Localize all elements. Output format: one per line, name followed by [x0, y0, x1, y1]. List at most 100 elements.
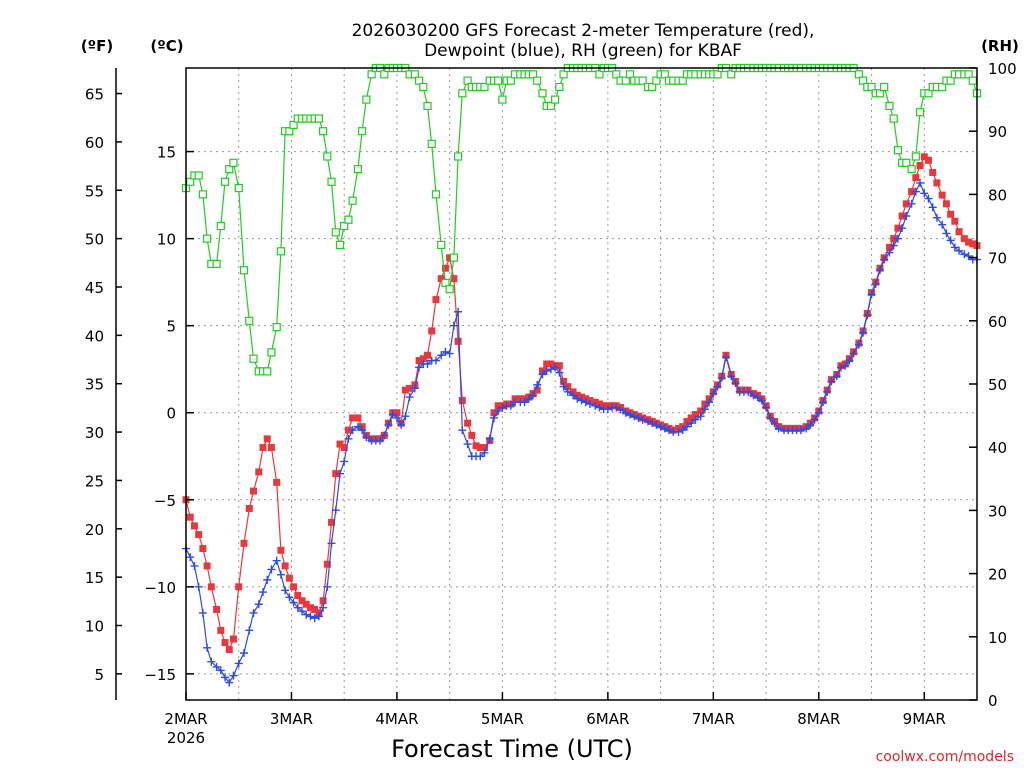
rh-point — [344, 215, 353, 224]
rh-point — [964, 70, 973, 79]
fahrenheit-tick-label: 45 — [85, 279, 104, 297]
rh-point — [220, 177, 230, 186]
dewpoint-point — [380, 431, 389, 440]
temperature-point — [263, 435, 271, 443]
dewpoint-point — [254, 600, 263, 609]
rh-point — [885, 101, 894, 111]
rh-point — [358, 127, 367, 136]
rh-point — [225, 165, 234, 174]
dewpoint-point — [907, 199, 916, 208]
rh-point — [612, 70, 621, 79]
dewpoint-point — [660, 424, 669, 433]
temperature-point — [683, 417, 691, 425]
dewpoint-point — [423, 359, 432, 368]
temperature-point — [290, 583, 298, 591]
dewpoint-point — [810, 415, 819, 424]
dewpoint-point — [960, 250, 969, 259]
dewpoint-point — [289, 598, 298, 607]
temperature-point — [468, 431, 476, 439]
dewpoint-point — [630, 412, 639, 421]
chart-title-line-2: Dewpoint (blue), RH (green) for KBAF — [424, 41, 742, 61]
dewpoint-point — [555, 368, 564, 377]
temperature-point — [960, 235, 968, 243]
dewpoint-point — [678, 426, 687, 435]
temperature-point — [344, 426, 352, 434]
dewpoint-point — [533, 380, 542, 389]
rh-point — [867, 82, 876, 92]
rh-point — [449, 253, 458, 262]
dewpoint-point — [551, 363, 560, 372]
rh-point — [968, 76, 977, 85]
dewpoint-point — [405, 393, 414, 402]
temperature-point — [419, 355, 427, 363]
temperature-point — [328, 518, 336, 526]
dewpoint-point — [401, 412, 410, 421]
dewpoint-point — [449, 321, 458, 330]
temperature-point — [354, 414, 362, 422]
dewpoint-point — [691, 415, 700, 424]
data-series — [181, 63, 982, 687]
rh-point — [423, 101, 432, 111]
dewpoint-point — [595, 403, 604, 412]
temperature-point — [259, 444, 267, 452]
rh-point — [858, 76, 868, 85]
fahrenheit-tick-label: 35 — [85, 376, 104, 394]
dewpoint-point — [802, 424, 811, 433]
rh-point — [431, 190, 441, 199]
fahrenheit-tick-label: 30 — [85, 424, 104, 442]
dewpoint-point — [774, 424, 783, 433]
dewpoint-point — [885, 248, 894, 257]
dewpoint-point — [298, 607, 307, 616]
rh-point — [367, 70, 376, 79]
rh-point — [494, 76, 503, 85]
temperature-point — [890, 235, 898, 243]
dewpoint-point — [832, 372, 841, 381]
fahrenheit-tick-label: 50 — [85, 231, 104, 249]
dewpoint-point — [538, 370, 547, 379]
temperature-point — [494, 402, 502, 410]
temperature-point — [902, 200, 910, 208]
temperature-point — [464, 419, 472, 427]
dewpoint-point — [591, 401, 600, 410]
dewpoint-point — [397, 420, 406, 429]
temperature-point — [933, 179, 941, 187]
dewpoint-point — [569, 391, 578, 400]
rh-point — [437, 240, 446, 250]
rh-point — [454, 152, 463, 161]
rh-point — [263, 367, 272, 376]
temperature-point — [217, 626, 225, 634]
temperature-point — [203, 562, 211, 570]
dewpoint-point — [806, 420, 815, 429]
dewpoint-point — [506, 401, 515, 410]
celsius-tick-label: 0 — [166, 405, 176, 423]
dewpoint-point — [194, 582, 203, 591]
dewpoint-point — [563, 387, 572, 396]
temperature-point — [306, 604, 314, 612]
fahrenheit-tick-label: 5 — [94, 666, 104, 684]
dewpoint-point — [665, 426, 674, 435]
temperature-point — [428, 327, 436, 335]
rh-tick-label: 100 — [988, 60, 1017, 78]
temperature-point — [311, 605, 319, 613]
dewpoint-point — [546, 365, 555, 374]
rh-point — [480, 82, 489, 92]
rh-point — [660, 70, 669, 79]
temperature-point — [424, 351, 432, 359]
dewpoint-series — [182, 178, 981, 687]
rh-tick-label: 90 — [988, 123, 1007, 141]
dewpoint-point — [362, 433, 371, 442]
temperature-point — [472, 442, 480, 450]
dewpoint-point — [717, 373, 726, 382]
rh-point — [727, 70, 736, 79]
rh-point — [915, 108, 925, 117]
rh-point — [902, 158, 911, 167]
rh-point — [335, 240, 345, 250]
fahrenheit-unit-label: (ºF) — [81, 37, 113, 55]
dewpoint-point — [859, 328, 868, 337]
dewpoint-point — [358, 426, 367, 435]
rh-point — [410, 70, 419, 79]
dewpoint-point — [285, 593, 294, 602]
dewpoint-point — [485, 434, 494, 443]
fahrenheit-tick-label: 10 — [85, 618, 104, 636]
